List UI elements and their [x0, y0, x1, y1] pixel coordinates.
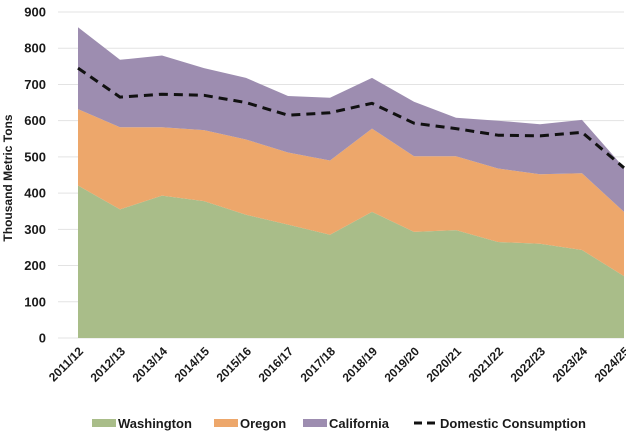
line-series	[77, 66, 625, 169]
x-tick-label: 2019/20	[382, 344, 423, 385]
x-tick-label: 2016/17	[256, 344, 297, 385]
y-tick-label: 800	[24, 41, 46, 56]
y-tick-label: 400	[24, 186, 46, 201]
y-axis-title: Thousand Metric Tons	[1, 114, 15, 241]
x-tick-label: 2015/16	[214, 344, 255, 385]
x-tick-label: 2014/15	[172, 344, 213, 385]
y-tick-label: 600	[24, 113, 46, 128]
legend-swatch	[214, 419, 238, 427]
x-tick-label: 2012/13	[88, 344, 129, 385]
x-tick-label: 2018/19	[340, 344, 381, 385]
line-domestic-consumption	[77, 66, 625, 169]
legend-label: Domestic Consumption	[440, 416, 586, 431]
legend-item-california: California	[303, 416, 390, 431]
legend-item-domestic-consumption: Domestic Consumption	[414, 416, 586, 431]
legend-label: Oregon	[240, 416, 286, 431]
y-tick-label: 0	[39, 331, 46, 346]
x-tick-label: 2022/23	[508, 344, 549, 385]
y-tick-label: 300	[24, 222, 46, 237]
legend: Washington Oregon California Domestic Consu…	[92, 416, 586, 431]
legend-label: Washington	[118, 416, 192, 431]
legend-swatch	[303, 419, 327, 427]
area-oregon	[78, 109, 624, 277]
y-tick-label: 900	[24, 5, 46, 20]
y-tick-label: 200	[24, 258, 46, 273]
y-tick-label: 700	[24, 77, 46, 92]
y-axis-ticks: 0 100 200 300 400 500 600 700 800 900	[24, 5, 46, 346]
x-tick-label: 2011/12	[46, 344, 86, 384]
area-california	[78, 27, 624, 212]
x-tick-label: 2023/24	[550, 344, 591, 385]
x-tick-label: 2020/21	[424, 344, 465, 385]
y-tick-label: 500	[24, 149, 46, 164]
x-tick-label: 2017/18	[298, 344, 339, 385]
x-tick-label: 2021/22	[466, 344, 507, 385]
x-axis-ticks: 2011/12 2012/13 2013/14 2014/15 2015/16 2016/…	[46, 344, 626, 385]
legend-label: California	[329, 416, 390, 431]
legend-swatch	[92, 419, 116, 427]
legend-item-washington: Washington	[92, 416, 192, 431]
area-washington	[78, 185, 624, 338]
x-tick-label: 2013/14	[130, 344, 171, 385]
x-tick-label: 2024/25	[592, 344, 626, 385]
legend-item-oregon: Oregon	[214, 416, 286, 431]
y-tick-label: 100	[24, 294, 46, 309]
area-series	[78, 27, 624, 338]
